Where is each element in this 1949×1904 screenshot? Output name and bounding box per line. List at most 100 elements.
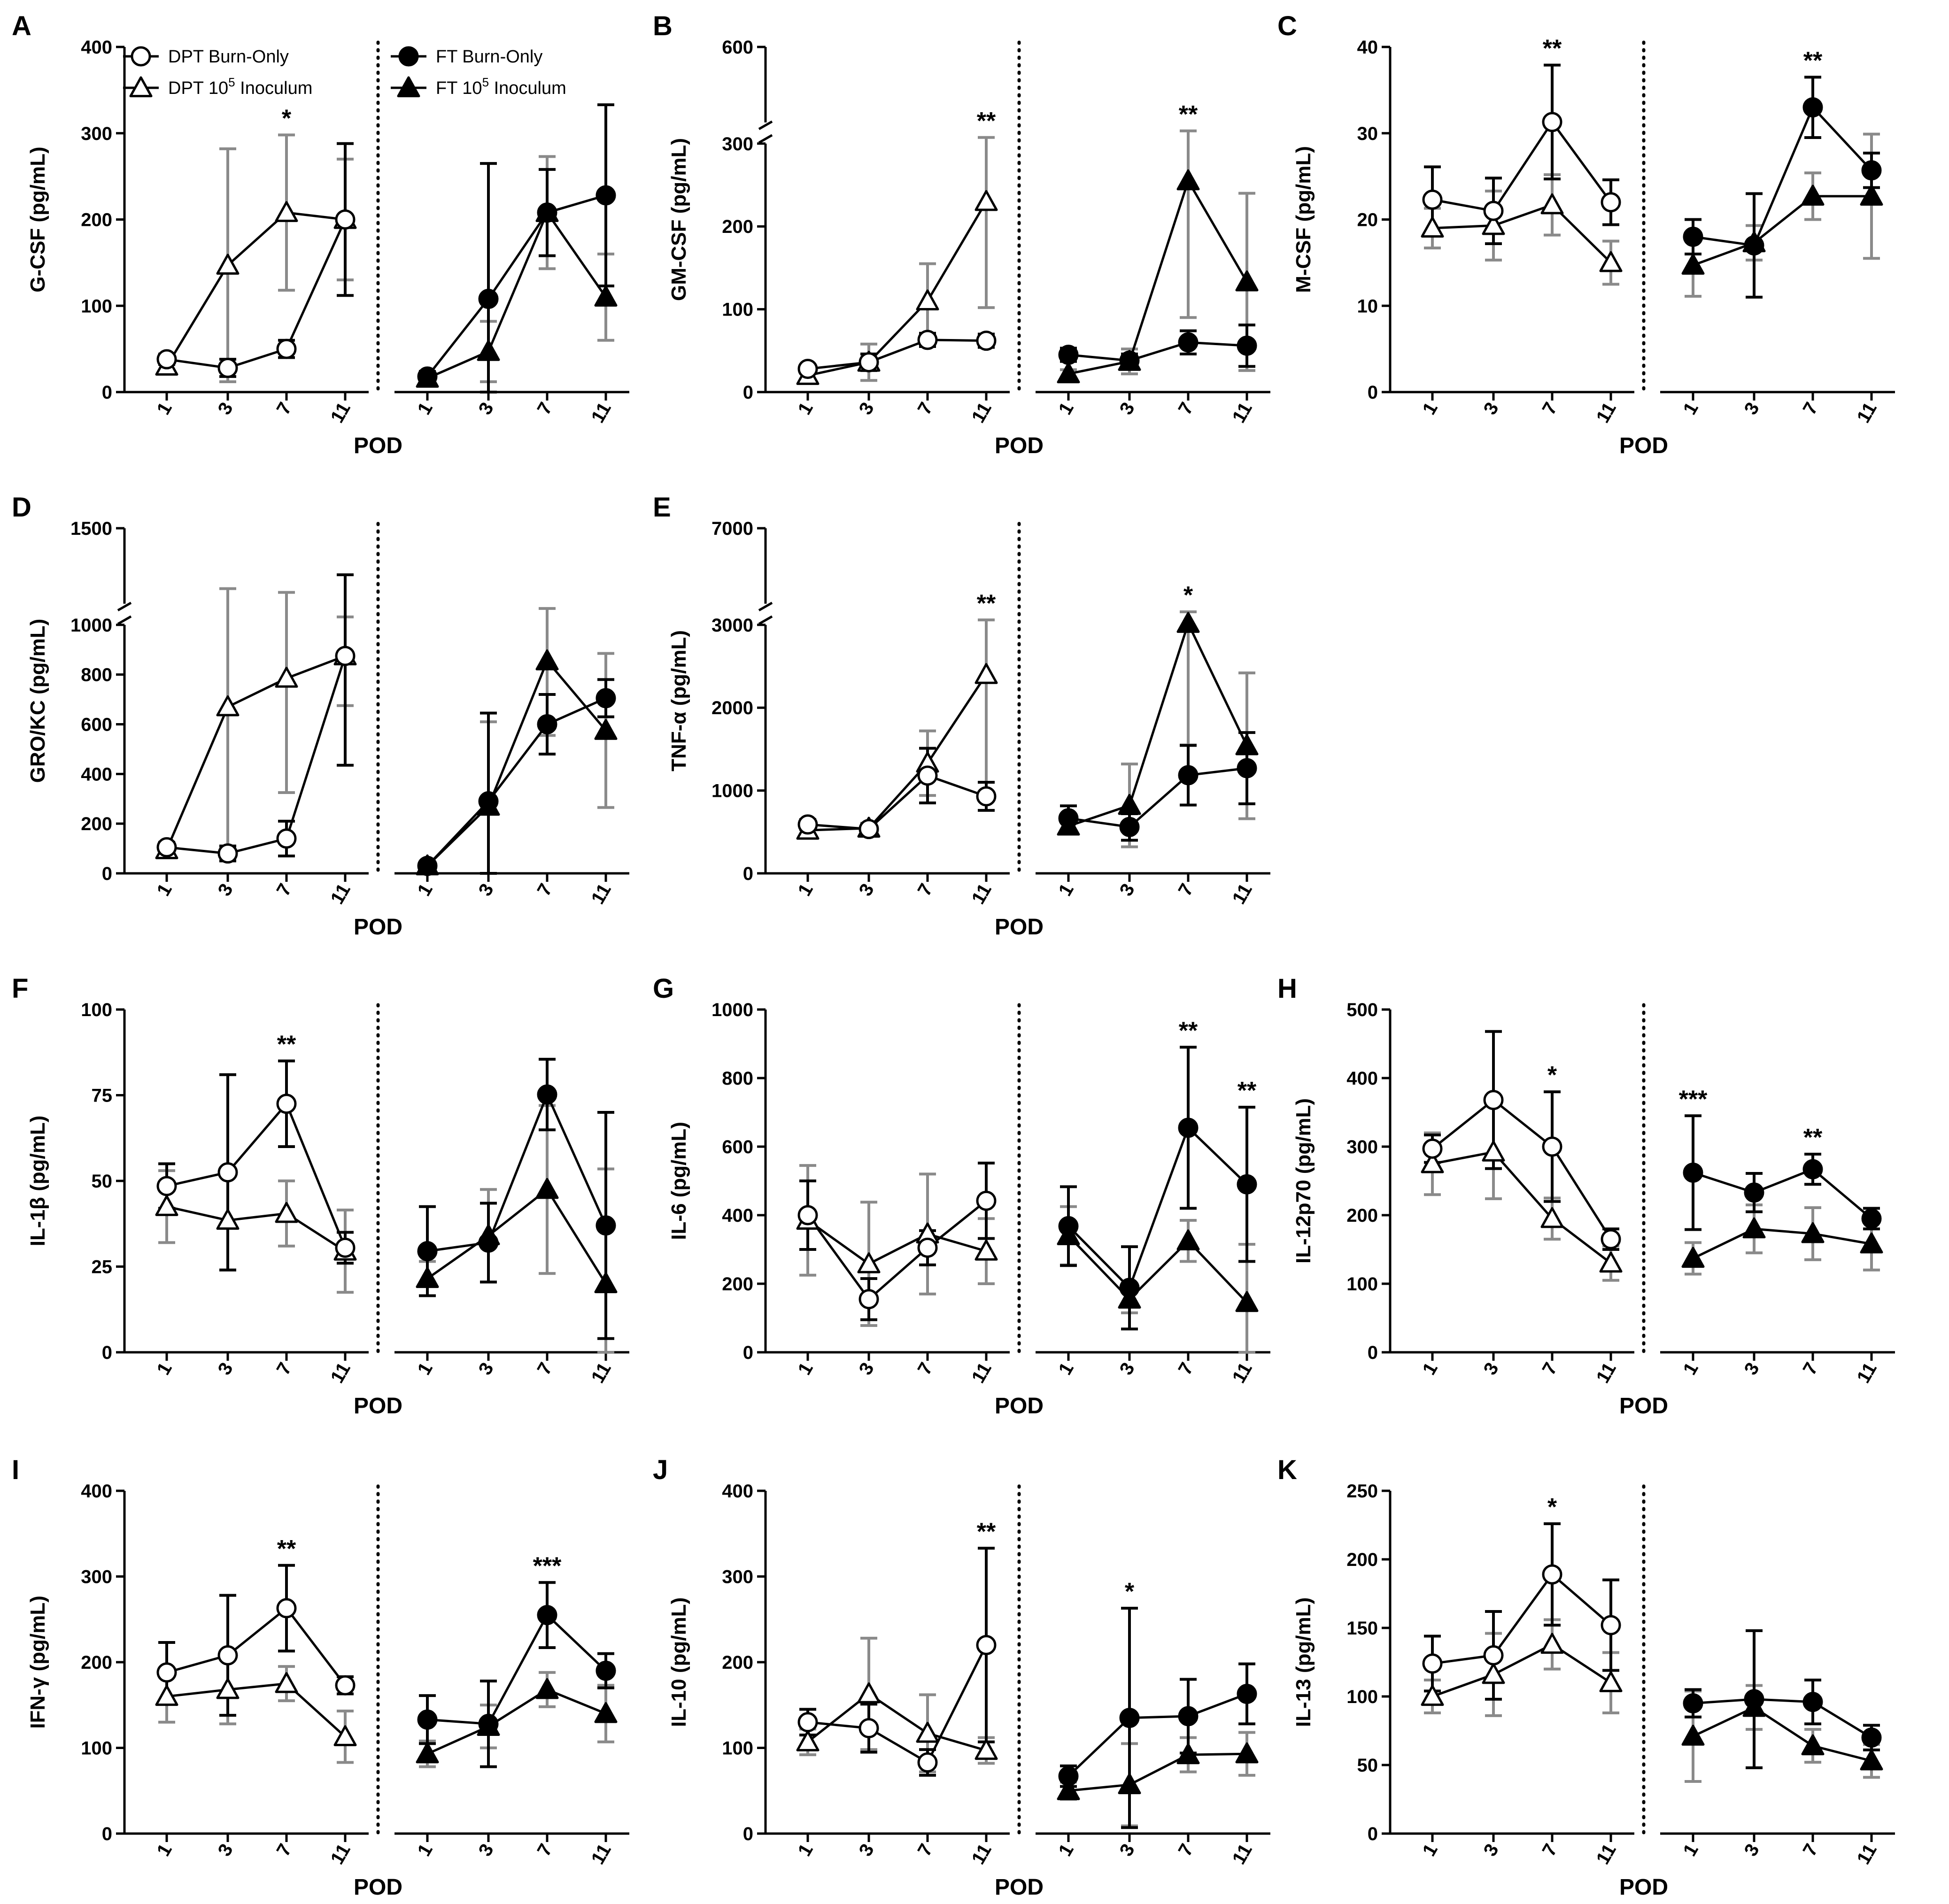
x-tick-label: 11 xyxy=(1853,399,1881,427)
y-axis-label: IFN-γ (pg/mL) xyxy=(26,1596,49,1729)
x-tick-label: 11 xyxy=(1593,1841,1620,1868)
data-point xyxy=(1422,1138,1443,1159)
legend-item: FT 105 Inoculum xyxy=(391,75,566,98)
x-tick-label: 1 xyxy=(414,399,437,418)
data-point xyxy=(974,190,998,211)
data-point xyxy=(797,359,818,379)
y-axis-label: M-CSF (pg/mL) xyxy=(1292,146,1315,293)
significance-marker: *** xyxy=(1679,1086,1708,1113)
x-tick-label: 7 xyxy=(1799,399,1822,418)
data-point xyxy=(1176,1743,1200,1765)
x-tick-label: 3 xyxy=(475,1359,498,1379)
y-tick-label: 400 xyxy=(722,1205,753,1226)
x-axis-label: POD xyxy=(995,433,1044,458)
legend-item: DPT Burn-Only xyxy=(123,46,289,67)
y-tick-label: 800 xyxy=(81,665,112,686)
series-line xyxy=(807,1644,988,1765)
axis-break-mark xyxy=(758,134,773,144)
panel-letter: A xyxy=(12,11,31,41)
significance-marker: ** xyxy=(977,590,996,617)
data-point xyxy=(1861,160,1882,181)
significance-marker: ** xyxy=(277,1031,296,1058)
x-tick-label: 3 xyxy=(475,399,498,418)
y-tick-label: 800 xyxy=(722,1068,753,1089)
data-point xyxy=(535,1678,559,1699)
series-line xyxy=(165,655,346,850)
series-line xyxy=(1693,1698,1872,1739)
x-tick-label: 1 xyxy=(1055,1359,1078,1379)
x-tick-label: 1 xyxy=(1419,399,1442,418)
y-tick-label: 150 xyxy=(1346,1618,1378,1639)
panel-letter: E xyxy=(653,492,671,523)
triangle-icon xyxy=(129,76,153,98)
data-point xyxy=(217,1162,238,1183)
data-point xyxy=(1119,1708,1140,1728)
data-point xyxy=(1482,214,1505,235)
data-point xyxy=(976,1190,997,1211)
panel-letter: G xyxy=(653,973,674,1004)
legend-label: FT 105 Inoculum xyxy=(436,75,566,98)
series-line xyxy=(1432,1573,1612,1665)
x-axis-label: POD xyxy=(354,433,402,458)
data-point xyxy=(1119,350,1140,371)
data-point xyxy=(1235,734,1259,755)
series-line xyxy=(1431,1098,1612,1240)
x-tick-label: 3 xyxy=(855,1841,878,1860)
y-tick-label: 1000 xyxy=(712,1000,753,1020)
y-tick-label: 0 xyxy=(102,1342,112,1363)
data-point xyxy=(1119,1278,1140,1298)
x-tick-label: 11 xyxy=(968,1841,996,1868)
y-tick-label: 400 xyxy=(81,1481,112,1502)
x-tick-label: 7 xyxy=(914,1359,937,1379)
x-tick-label: 7 xyxy=(1799,1359,1822,1379)
y-tick-label: 200 xyxy=(81,210,112,231)
data-point xyxy=(1801,1734,1825,1756)
data-point xyxy=(416,1267,439,1288)
data-point xyxy=(1683,1162,1703,1183)
data-point xyxy=(1744,235,1764,256)
y-axis-label: IL-10 (pg/mL) xyxy=(667,1597,690,1727)
x-tick-label: 1 xyxy=(1419,1359,1442,1379)
data-point xyxy=(858,1289,879,1310)
series-line xyxy=(426,1187,607,1285)
data-point xyxy=(478,791,499,812)
series-line xyxy=(426,194,606,378)
series-line xyxy=(166,1682,346,1738)
y-axis-label: G-CSF (pg/mL) xyxy=(26,146,49,292)
series-line xyxy=(166,655,347,855)
data-point xyxy=(976,331,997,351)
y-tick-label: 400 xyxy=(81,764,112,785)
data-point xyxy=(1235,270,1259,292)
series-line xyxy=(426,658,607,867)
data-point xyxy=(156,837,177,857)
y-tick-label: 1000 xyxy=(712,781,753,802)
data-point xyxy=(276,339,297,359)
x-tick-label: 3 xyxy=(1480,399,1503,418)
x-tick-label: 1 xyxy=(153,399,176,418)
data-point xyxy=(1802,1692,1823,1712)
data-point xyxy=(858,1718,879,1739)
y-tick-label: 0 xyxy=(1368,1342,1378,1363)
x-axis-label: POD xyxy=(1619,1875,1668,1900)
data-point xyxy=(1178,332,1199,353)
significance-marker: ** xyxy=(1803,1124,1823,1151)
x-tick-label: 11 xyxy=(588,1359,615,1387)
data-point xyxy=(333,1725,357,1746)
y-axis-label: IL-13 (pg/mL) xyxy=(1292,1597,1315,1727)
axis-break-mark xyxy=(758,615,773,625)
data-point xyxy=(1057,362,1080,384)
panel-letter: B xyxy=(653,11,673,41)
x-tick-label: 3 xyxy=(855,1359,878,1379)
data-point xyxy=(796,1730,820,1751)
y-tick-label: 20 xyxy=(1357,210,1378,231)
y-tick-label: 0 xyxy=(743,382,753,403)
data-point xyxy=(916,289,939,311)
y-axis-label: TNF-α (pg/mL) xyxy=(667,630,690,771)
data-point xyxy=(216,254,240,275)
data-point xyxy=(1683,1693,1703,1714)
y-tick-label: 25 xyxy=(92,1257,113,1278)
